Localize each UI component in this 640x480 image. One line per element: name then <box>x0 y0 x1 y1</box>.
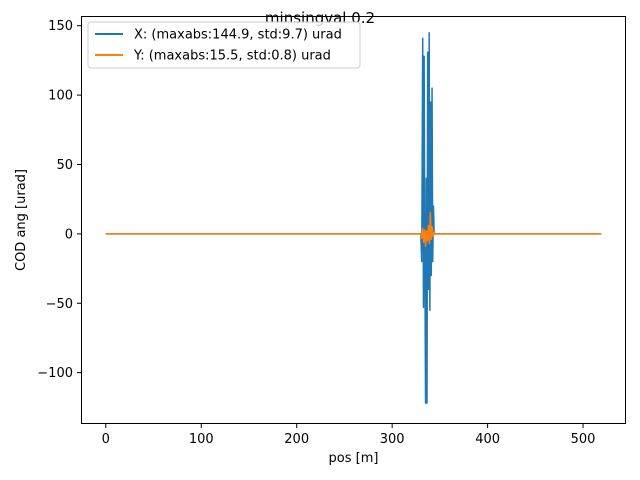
x-tick-label: 200 <box>284 432 309 447</box>
y-tick-label: −50 <box>46 297 73 312</box>
y-tick-label: −100 <box>37 366 73 381</box>
y-tick-label: 50 <box>56 158 73 173</box>
y-axis: −100 −50 0 50 100 150 <box>37 19 81 381</box>
series-layer <box>105 32 602 404</box>
legend: X: (maxabs:144.9, std:9.7) urad Y: (maxab… <box>87 21 361 69</box>
legend-label: Y: (maxabs:15.5, std:0.8) urad <box>133 49 331 64</box>
plot-frame <box>81 16 626 424</box>
x-axis: 0 100 200 300 400 500 <box>102 424 596 447</box>
y-tick-label: 100 <box>48 89 73 104</box>
x-tick-label: 400 <box>475 432 500 447</box>
x-axis-label: pos [m] <box>329 451 379 466</box>
x-tick-label: 500 <box>571 432 596 447</box>
series-line-y <box>105 211 602 248</box>
y-axis-label: COD ang [urad] <box>14 169 29 271</box>
legend-label: X: (maxabs:144.9, std:9.7) urad <box>134 28 342 43</box>
y-tick-label: 150 <box>48 19 73 34</box>
plot-area <box>81 16 626 424</box>
x-tick-label: 300 <box>380 432 405 447</box>
y-tick-label: 0 <box>65 227 73 242</box>
x-tick-label: 100 <box>189 432 214 447</box>
x-tick-label: 0 <box>102 432 110 447</box>
legend-box <box>87 21 361 69</box>
